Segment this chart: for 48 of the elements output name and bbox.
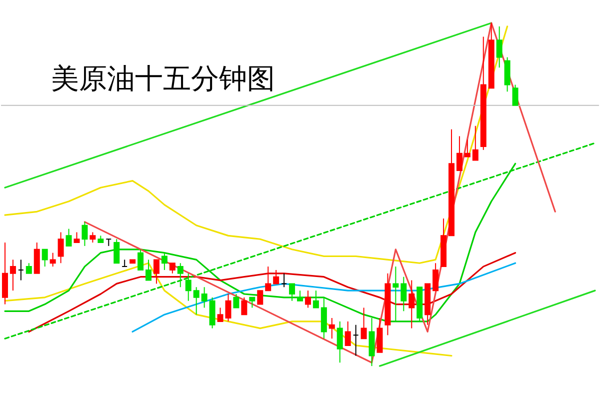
candlestick	[10, 259, 16, 292]
candlestick	[169, 262, 176, 274]
candlestick	[400, 276, 407, 312]
candlestick	[114, 238, 120, 264]
candlestick	[241, 296, 248, 316]
candlestick	[496, 26, 502, 68]
candlestick	[304, 290, 311, 308]
candlestick	[82, 221, 88, 246]
candlestick	[336, 320, 343, 364]
candlestick	[153, 259, 160, 284]
candlestick	[360, 307, 367, 340]
candlestick	[456, 136, 462, 171]
candlestick	[273, 269, 280, 284]
candlestick	[392, 266, 399, 322]
candlestick	[257, 290, 264, 305]
candlestick	[58, 232, 64, 264]
candlestick	[265, 266, 272, 292]
candlestick	[26, 262, 32, 274]
candlestick	[432, 262, 439, 292]
candlestick	[122, 259, 128, 268]
candlestick	[193, 286, 200, 316]
candlestick	[464, 139, 470, 158]
candlestick	[66, 228, 72, 246]
candlestick	[138, 248, 144, 270]
candlestick	[185, 272, 192, 302]
candlestick	[90, 232, 96, 244]
candlestick	[161, 252, 168, 270]
candlestick	[289, 283, 296, 302]
candlestick	[352, 324, 359, 356]
candlestick	[106, 238, 112, 246]
candlestick	[328, 318, 335, 340]
candlestick	[408, 280, 415, 329]
candlestick	[50, 252, 56, 268]
text: 美原油十五分钟图	[51, 62, 275, 95]
candlestick	[18, 259, 24, 281]
candlestick	[344, 320, 351, 346]
candlestick	[312, 290, 319, 308]
candlestick	[512, 84, 518, 106]
candlestick	[472, 125, 478, 161]
candlestick	[249, 296, 256, 308]
candlestick	[281, 272, 288, 288]
candlestick	[297, 290, 303, 302]
candlestick	[42, 248, 48, 268]
candlestick	[74, 232, 80, 244]
candlestick	[146, 259, 152, 281]
candlestick	[177, 262, 184, 288]
candlestick	[233, 293, 240, 308]
candlestick	[201, 286, 208, 308]
